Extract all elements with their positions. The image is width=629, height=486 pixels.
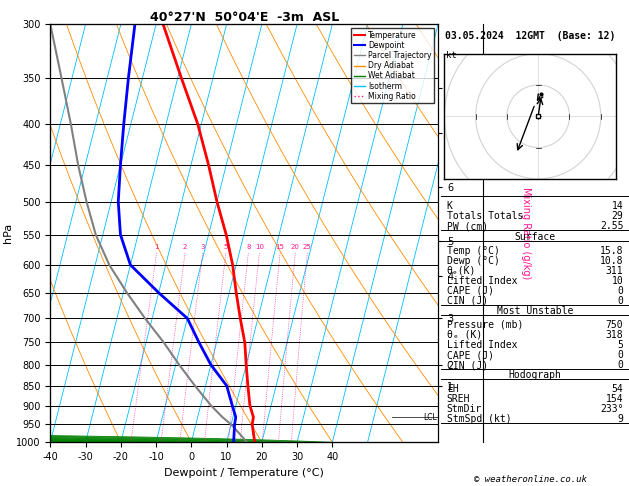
Text: StmSpd (kt): StmSpd (kt) xyxy=(447,415,511,424)
Text: Hodograph: Hodograph xyxy=(509,370,562,380)
Title: 40°27'N  50°04'E  -3m  ASL: 40°27'N 50°04'E -3m ASL xyxy=(150,11,339,24)
Text: StmDir: StmDir xyxy=(447,404,482,414)
Text: CAPE (J): CAPE (J) xyxy=(447,350,494,360)
Text: 15.8: 15.8 xyxy=(600,245,623,256)
Text: 233°: 233° xyxy=(600,404,623,414)
Text: 154: 154 xyxy=(606,394,623,404)
Text: LCL: LCL xyxy=(423,413,437,421)
Text: Temp (°C): Temp (°C) xyxy=(447,245,499,256)
Text: CIN (J): CIN (J) xyxy=(447,296,488,306)
Text: PW (cm): PW (cm) xyxy=(447,222,488,231)
Text: Lifted Index: Lifted Index xyxy=(447,276,517,286)
Text: 29: 29 xyxy=(611,211,623,222)
Text: 2.55: 2.55 xyxy=(600,222,623,231)
Text: 0: 0 xyxy=(618,360,623,370)
Text: K: K xyxy=(447,201,453,211)
Text: kt: kt xyxy=(446,52,457,60)
Text: 10: 10 xyxy=(611,276,623,286)
Text: Surface: Surface xyxy=(515,231,555,242)
Text: 0: 0 xyxy=(618,286,623,296)
Text: Totals Totals: Totals Totals xyxy=(447,211,523,222)
Text: Pressure (mb): Pressure (mb) xyxy=(447,320,523,330)
Text: EH: EH xyxy=(447,384,459,394)
Text: 5: 5 xyxy=(618,340,623,350)
Legend: Temperature, Dewpoint, Parcel Trajectory, Dry Adiabat, Wet Adiabat, Isotherm, Mi: Temperature, Dewpoint, Parcel Trajectory… xyxy=(351,28,434,104)
Text: 318: 318 xyxy=(606,330,623,340)
Text: 10.8: 10.8 xyxy=(600,256,623,266)
Text: 750: 750 xyxy=(606,320,623,330)
Text: 1: 1 xyxy=(154,244,159,250)
Text: 5: 5 xyxy=(224,244,228,250)
Text: Lifted Index: Lifted Index xyxy=(447,340,517,350)
Text: 54: 54 xyxy=(611,384,623,394)
Text: © weatheronline.co.uk: © weatheronline.co.uk xyxy=(474,474,587,484)
Text: 25: 25 xyxy=(303,244,311,250)
Text: 0: 0 xyxy=(618,296,623,306)
Text: 0: 0 xyxy=(618,350,623,360)
Text: CIN (J): CIN (J) xyxy=(447,360,488,370)
Text: 10: 10 xyxy=(255,244,264,250)
Text: 9: 9 xyxy=(618,415,623,424)
Text: Most Unstable: Most Unstable xyxy=(497,306,573,316)
Text: 8: 8 xyxy=(246,244,250,250)
Text: 15: 15 xyxy=(276,244,284,250)
Y-axis label: Mixing Ratio (g/kg): Mixing Ratio (g/kg) xyxy=(521,187,531,279)
Text: 311: 311 xyxy=(606,266,623,276)
Text: 14: 14 xyxy=(611,201,623,211)
Text: 2: 2 xyxy=(183,244,187,250)
Text: θₑ(K): θₑ(K) xyxy=(447,266,476,276)
Text: 20: 20 xyxy=(291,244,299,250)
Text: 3: 3 xyxy=(201,244,205,250)
Text: CAPE (J): CAPE (J) xyxy=(447,286,494,296)
Text: Dewp (°C): Dewp (°C) xyxy=(447,256,499,266)
X-axis label: Dewpoint / Temperature (°C): Dewpoint / Temperature (°C) xyxy=(164,468,324,478)
Text: θₑ (K): θₑ (K) xyxy=(447,330,482,340)
Y-axis label: hPa: hPa xyxy=(3,223,13,243)
Text: 03.05.2024  12GMT  (Base: 12): 03.05.2024 12GMT (Base: 12) xyxy=(445,31,616,40)
Text: SREH: SREH xyxy=(447,394,470,404)
